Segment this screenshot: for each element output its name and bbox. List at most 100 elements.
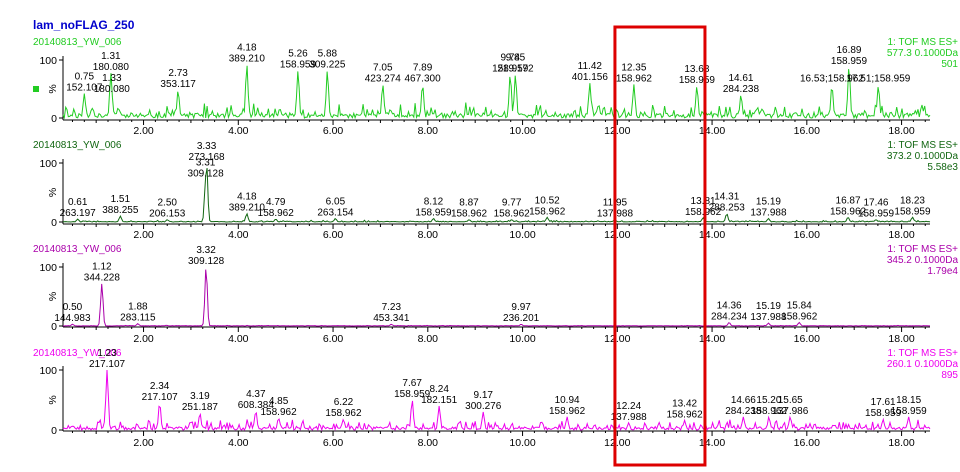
peak-rt-label: 9.74 <box>501 53 521 64</box>
peak-rt-label: 15.65 <box>778 395 803 406</box>
y-axis-label: % <box>47 395 59 404</box>
peak-rt-label: 15.20 <box>756 395 781 406</box>
peak-annotation: 17.51;158.959 <box>846 74 910 85</box>
x-tick-label: 16.00 <box>794 333 820 345</box>
peak-rt-label: 3.33 <box>197 141 217 152</box>
y-axis-label: % <box>47 84 59 93</box>
peak-mz-label: 158.962 <box>751 406 788 417</box>
peak-mz-label: 158.959 <box>891 406 928 417</box>
peak-rt-label: 4.37 <box>246 389 266 400</box>
sample-name: 20140813_YW_006 <box>33 348 122 359</box>
peak-mz-label: 180.080 <box>93 62 130 73</box>
peak-rt-label: 4.18 <box>237 192 257 203</box>
peak-mz-label: 158.962 <box>451 209 488 220</box>
x-tick-label: 14.00 <box>699 333 725 345</box>
peak-rt-label: 9.77 <box>502 198 522 209</box>
peak-rt-label: 11.42 <box>578 61 603 72</box>
peak-mz-label: 158.959 <box>894 206 931 217</box>
peak-mz-label: 158.959 <box>679 75 716 86</box>
highlight-box <box>613 25 707 467</box>
y-axis-label: % <box>47 292 59 301</box>
peak-rt-label: 2.34 <box>150 381 170 392</box>
peak-rt-label: 10.52 <box>535 195 560 206</box>
peak-mz-label: 158.962 <box>529 206 566 217</box>
peak-rt-label: 9.17 <box>474 390 494 401</box>
peak-mz-label: ;158.959 <box>871 74 910 85</box>
peak-rt-label: 6.22 <box>334 397 354 408</box>
max-intensity-label: 5.58e3 <box>927 162 958 173</box>
peak-rt-label: 15.19 <box>756 301 781 312</box>
x-tick-label: 8.00 <box>418 437 439 449</box>
peak-annotation: 16.53;158.962 <box>800 74 864 85</box>
max-intensity-label: 895 <box>941 370 958 381</box>
sample-name: 20140813_YW_006 <box>33 244 122 255</box>
x-tick-label: 6.00 <box>323 333 344 345</box>
peak-mz-label: 158.962 <box>260 407 297 418</box>
peak-mz-label: 137.988 <box>611 412 648 423</box>
x-tick-label: 8.00 <box>418 333 439 345</box>
peak-rt-label: 13.81 <box>691 196 716 207</box>
peak-rt-label: 9.85 <box>506 53 526 64</box>
peak-rt-label: 0.50 <box>63 302 83 313</box>
peak-rt-label: 6.05 <box>326 196 346 207</box>
x-tick-label: 6.00 <box>323 125 344 137</box>
peak-rt-label: 5.88 <box>318 48 338 59</box>
peak-mz-label: 137.988 <box>750 207 787 218</box>
y-tick-label: 0 <box>51 113 57 125</box>
peak-mz-label: 263.197 <box>60 208 97 219</box>
peak-mz-label: 309.128 <box>188 256 225 267</box>
peak-rt-label: 18.23 <box>900 195 925 206</box>
peak-mz-label: 251.187 <box>182 402 219 413</box>
x-tick-label: 8.00 <box>418 229 439 241</box>
y-tick-label: 100 <box>39 158 57 170</box>
legend-marker <box>33 86 39 92</box>
peak-mz-label: 389.210 <box>229 203 266 214</box>
peak-mz-label: 158.962 <box>781 311 818 322</box>
x-tick-label: 18.00 <box>888 333 914 345</box>
y-tick-label: 0 <box>51 425 57 437</box>
x-tick-label: 18.00 <box>888 125 914 137</box>
mass-window-label: 345.2 0.1000Da <box>887 255 959 266</box>
peak-rt-label: 1.23 <box>97 348 117 359</box>
x-tick-label: 2.00 <box>133 437 154 449</box>
peak-mz-label: 284.238 <box>725 406 762 417</box>
peak-rt-label: 9.97 <box>511 302 531 313</box>
peak-mz-label: 158.959 <box>492 64 529 75</box>
peak-mz-label: 389.210 <box>229 54 266 65</box>
peak-mz-label: 353.117 <box>160 79 196 90</box>
x-tick-label: 6.00 <box>323 437 344 449</box>
x-tick-label: 6.00 <box>323 229 344 241</box>
peak-rt-label: 3.19 <box>190 391 210 402</box>
peak-mz-label: 219.172 <box>497 64 534 75</box>
peak-mz-label: 388.255 <box>102 205 139 216</box>
channel-label: 1: TOF MS ES+ <box>888 244 959 255</box>
peak-mz-label: 182.151 <box>421 395 458 406</box>
peak-rt-label: 14.36 <box>717 300 742 311</box>
x-tick-label: 12.00 <box>604 229 630 241</box>
y-tick-label: 100 <box>39 262 57 274</box>
chromatogram-panel: 20140813_YW_006 1: TOF MS ES+345.2 0.1000… <box>33 244 958 345</box>
peak-rt-label: 14.31 <box>714 192 739 203</box>
x-tick-label: 4.00 <box>228 333 249 345</box>
peak-mz-label: 158.962 <box>616 73 653 84</box>
peak-mz-label: 158.959 <box>858 209 895 220</box>
chromatogram-trace <box>62 65 931 120</box>
mass-window-label: 373.2 0.1000Da <box>887 151 959 162</box>
peak-mz-label: 309.225 <box>309 59 346 70</box>
peak-rt-label: 1.12 <box>92 262 112 273</box>
peak-mz-label: 158.959 <box>831 56 868 67</box>
peak-rt-label: 4.79 <box>266 197 286 208</box>
channel-label: 1: TOF MS ES+ <box>888 140 959 151</box>
peak-mz-label: 453.341 <box>373 313 410 324</box>
peak-rt-label: 18.15 <box>896 395 921 406</box>
chart-title: lam_noFLAG_250 <box>33 18 135 32</box>
peak-rt-label: 17.61 <box>871 397 896 408</box>
peak-rt-label: 4.18 <box>237 43 257 54</box>
y-tick-label: 0 <box>51 321 57 333</box>
peak-rt-label: 15.84 <box>787 300 812 311</box>
peak-mz-label: 288.253 <box>709 203 746 214</box>
peak-mz-label: 137.986 <box>772 406 809 417</box>
chromatogram-panel: 20140813_YW_006 1: TOF MS ES+373.2 0.1000… <box>33 140 958 241</box>
peak-rt-label: 16.53 <box>800 74 825 85</box>
